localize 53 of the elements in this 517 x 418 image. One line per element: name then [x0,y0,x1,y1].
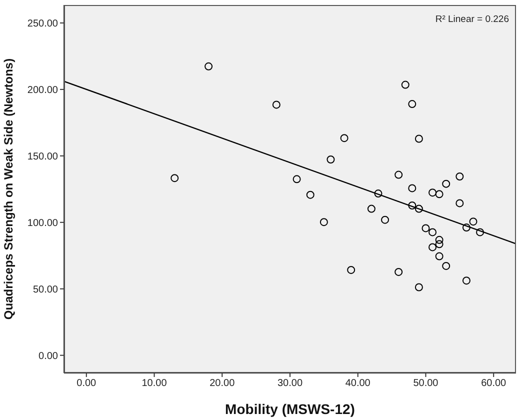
y-tick-label: 200.00 [27,84,58,96]
y-tick-label: 0.00 [38,350,58,362]
point [204,62,213,70]
x-tick-label: 50.00 [413,378,439,390]
point [442,180,450,188]
point [414,134,423,143]
point [320,218,328,226]
point [435,240,444,248]
point [374,190,382,198]
point [422,224,430,232]
point [326,155,335,164]
x-tick-label: 20.00 [210,378,236,390]
point [347,266,356,274]
y-tick-label: 150.00 [27,151,58,162]
point [401,80,410,89]
point [292,175,301,184]
y-tick-label: 100.00 [27,218,58,229]
point [462,224,470,232]
x-tick-label: 40.00 [345,378,371,390]
x-tick-label: 30.00 [277,378,303,390]
y-axis-title: Quadriceps Strength on Weak Side (Newtons) [1,58,16,320]
point [381,216,390,224]
x-tick-label: 0.00 [76,378,97,390]
point [476,228,484,236]
point [462,276,470,285]
point [428,228,437,236]
point [394,170,403,179]
point [408,100,416,108]
x-tick-label: 60.00 [481,378,507,390]
point [408,201,416,210]
x-tick-label: 10.00 [142,378,168,390]
point [428,188,437,197]
point [394,268,403,276]
y-tick-label: 50.00 [32,284,58,296]
point [442,262,450,270]
point [456,172,464,181]
annotation: R² Linear = 0.226 [435,14,509,25]
point [367,204,376,213]
point [456,199,464,208]
point [435,252,444,260]
point [272,100,280,109]
y-tick-label: 250.00 [27,18,58,30]
point [435,236,444,244]
point [435,190,444,198]
point [306,190,314,199]
point [469,218,478,226]
point [414,283,423,292]
point [408,184,416,192]
point [340,134,348,142]
x-axis-title: Mobility (MSWS-12) [225,401,355,417]
point [414,204,423,213]
point [170,174,179,182]
point [428,243,437,252]
